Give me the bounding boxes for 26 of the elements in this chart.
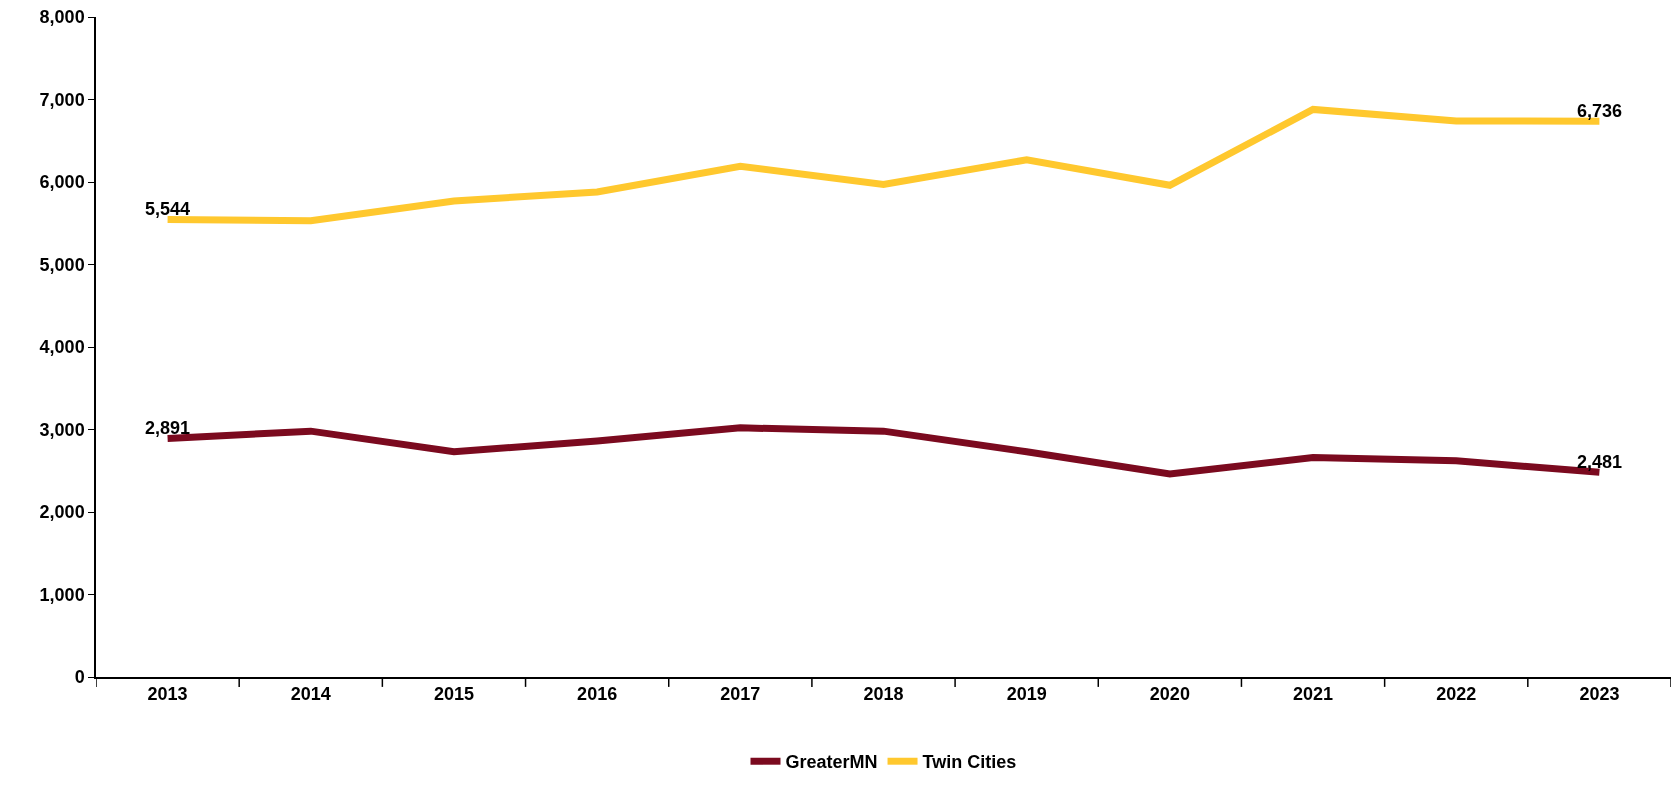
- x-tick-label: 2019: [1006, 684, 1047, 705]
- y-tick-label: 4,000: [39, 337, 85, 358]
- data-label: 6,736: [1576, 100, 1622, 121]
- y-tick-label: 2,000: [39, 502, 85, 523]
- data-label: 2,481: [1576, 451, 1622, 472]
- data-label: 5,544: [145, 199, 191, 220]
- y-tick-label: 5,000: [39, 254, 85, 275]
- x-tick-label: 2022: [1436, 684, 1477, 705]
- x-tick-label: 2014: [290, 684, 331, 705]
- y-tick-label: 0: [74, 667, 85, 688]
- x-tick-label: 2017: [720, 684, 761, 705]
- y-tick-label: 1,000: [39, 584, 85, 605]
- x-tick-label: 2020: [1149, 684, 1190, 705]
- y-tick-label: 8,000: [39, 7, 85, 28]
- x-tick-label: 2023: [1579, 684, 1620, 705]
- x-tick-label: 2018: [863, 684, 904, 705]
- legend-label: GreaterMN: [785, 752, 878, 773]
- x-tick-label: 2016: [577, 684, 618, 705]
- legend-label: Twin Cities: [922, 752, 1017, 773]
- y-tick-label: 6,000: [39, 172, 85, 193]
- x-tick-label: 2021: [1293, 684, 1334, 705]
- x-tick-label: 2015: [433, 684, 474, 705]
- y-tick-label: 3,000: [39, 419, 85, 440]
- x-tick-label: 2013: [147, 684, 188, 705]
- y-tick-label: 7,000: [39, 89, 85, 110]
- data-label: 2,891: [145, 417, 191, 438]
